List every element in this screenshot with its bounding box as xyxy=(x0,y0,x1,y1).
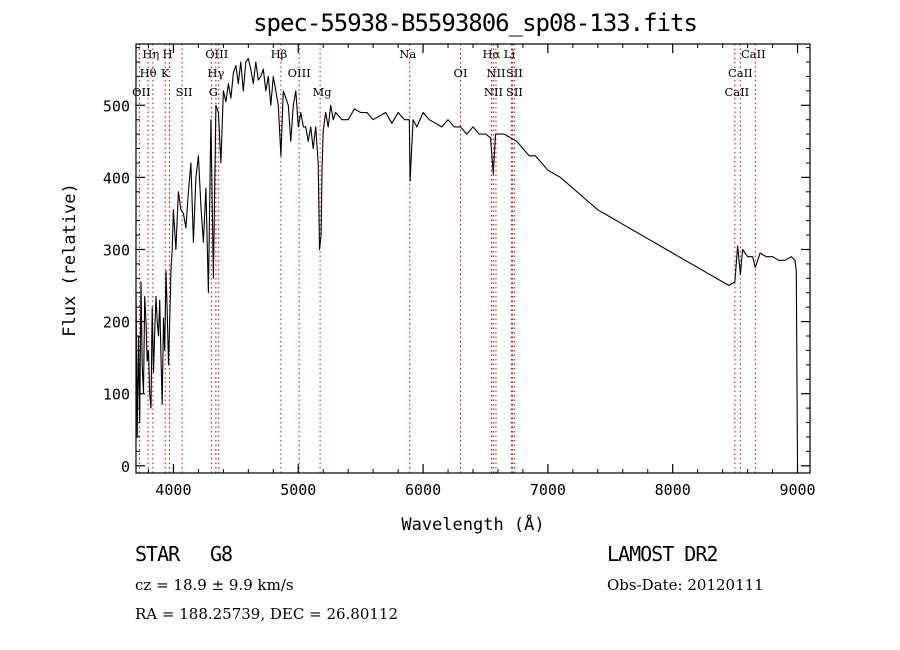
line-label: H xyxy=(163,47,173,61)
y-tick-label: 500 xyxy=(103,97,130,115)
line-label: CaII xyxy=(724,85,749,99)
redshift-info: cz = 18.9 ± 9.9 km/s xyxy=(135,576,294,594)
line-label: Li xyxy=(504,47,516,61)
y-tick-label: 100 xyxy=(103,386,130,404)
y-axis-label: Flux (relative) xyxy=(60,183,80,337)
line-label: OIII xyxy=(288,66,311,80)
line-label: CaII xyxy=(741,47,766,61)
line-labels-group: HηHθOIIHKSIIOIIIHγGHβOIIIMgNaOINIILiNIIS… xyxy=(132,47,766,99)
line-label: SII xyxy=(176,85,193,99)
observation-date: Obs-Date: 20120111 xyxy=(607,576,764,594)
x-tick-label: 7000 xyxy=(530,481,566,499)
line-label: K xyxy=(161,66,170,80)
x-tick-label: 5000 xyxy=(280,481,316,499)
line-label: OII xyxy=(132,85,151,99)
line-label: Hγ xyxy=(207,66,224,80)
x-tick-label: 9000 xyxy=(779,481,815,499)
line-markers-group xyxy=(138,44,756,473)
line-label: CaII xyxy=(728,66,753,80)
line-label: Na xyxy=(399,47,416,61)
chart-title: spec-55938-B5593806_sp08-133.fits xyxy=(253,9,698,37)
line-label: Hθ xyxy=(140,66,157,80)
line-label: Mg xyxy=(313,85,333,99)
spectral-subclass: G8 xyxy=(210,542,233,566)
plot-frame xyxy=(135,43,811,474)
line-label: OI xyxy=(454,66,468,80)
line-label: Hβ xyxy=(271,47,288,61)
line-label: NII xyxy=(484,85,503,99)
y-tick-label: 400 xyxy=(103,169,130,187)
coordinates: RA = 188.25739, DEC = 26.80112 xyxy=(135,605,399,623)
y-tick-label: 200 xyxy=(103,314,130,332)
survey-name: LAMOST DR2 xyxy=(607,542,718,566)
x-tick-label: 8000 xyxy=(655,481,691,499)
x-tick-label: 4000 xyxy=(155,481,191,499)
line-label: SII xyxy=(506,66,523,80)
line-label: Hα xyxy=(482,47,500,61)
object-type: STAR xyxy=(135,542,180,566)
line-label: SII xyxy=(506,85,523,99)
x-axis: 4000 5000 6000 7000 8000 9000 xyxy=(147,44,816,499)
line-label: OIII xyxy=(205,47,228,61)
x-axis-label: Wavelength (Å) xyxy=(401,513,544,535)
line-label: G xyxy=(209,85,218,99)
y-axis: 0 100 200 300 400 500 xyxy=(103,47,810,476)
line-label: Hη xyxy=(142,47,159,61)
line-label: NII xyxy=(486,66,505,80)
y-tick-label: 0 xyxy=(121,458,130,476)
spectrum-line xyxy=(135,57,799,466)
x-tick-label: 6000 xyxy=(405,481,441,499)
y-tick-label: 300 xyxy=(103,241,130,259)
